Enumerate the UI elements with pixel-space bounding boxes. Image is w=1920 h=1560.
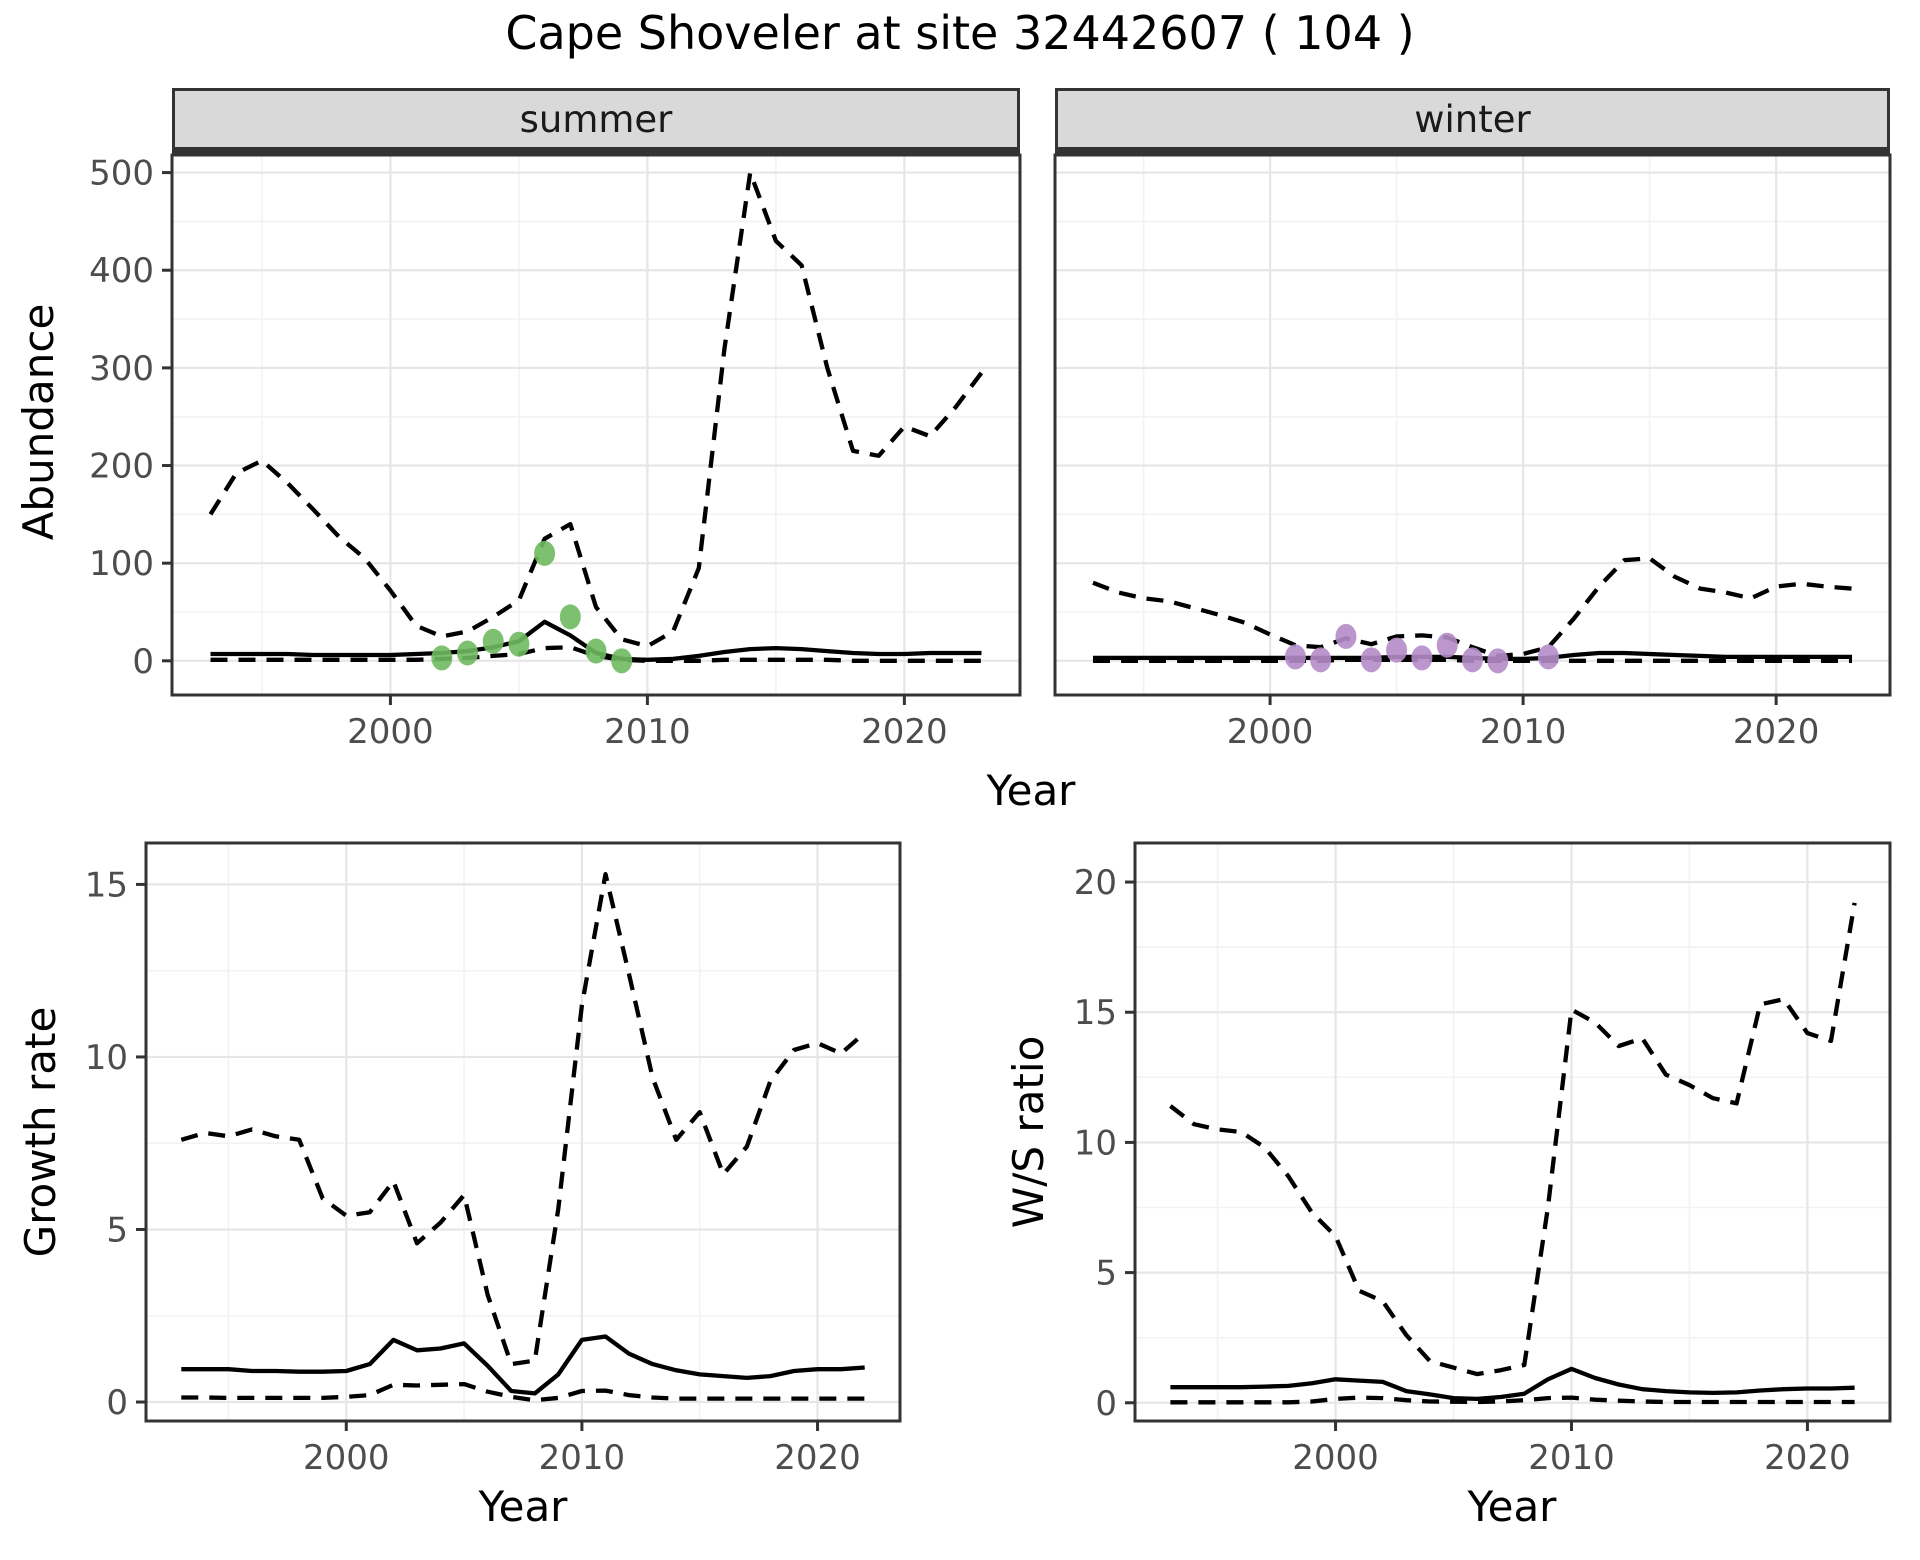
upper-ci-line: [180, 871, 867, 1367]
y-tick-label: 15: [1074, 993, 1117, 1033]
y-tick-label: 0: [106, 1383, 128, 1423]
x-tick-label: 2020: [1733, 712, 1820, 752]
observation-dot: [1386, 637, 1408, 663]
panel-background: [1055, 155, 1890, 695]
observation-dot: [482, 628, 504, 654]
observation-dot: [508, 631, 530, 657]
x-tick-label: 2010: [1480, 712, 1567, 752]
facet-strip-summer-label: summer: [519, 97, 673, 141]
y-tick-label: 100: [89, 544, 154, 584]
observation-dot: [534, 540, 556, 566]
panel-background: [146, 843, 900, 1421]
x-tick-label: 2000: [303, 1438, 390, 1478]
observation-dot: [1284, 644, 1306, 670]
y-tick-label: 15: [85, 865, 128, 905]
y-tick-label: 5: [1095, 1254, 1117, 1294]
y-tick-label: 0: [1095, 1384, 1117, 1424]
panel-border: [144, 841, 902, 1423]
lower-ci-line: [181, 1381, 865, 1403]
y-tick-label: 300: [89, 349, 154, 389]
x-tick-label: 2010: [1528, 1438, 1615, 1478]
y-tick-label: 10: [1074, 1123, 1117, 1163]
x-tick-label: 2020: [1764, 1438, 1851, 1478]
panel-ratio: 2000 2010 2020 0 5 10 15 20: [1074, 841, 1892, 1478]
x-axis-title-year-ratio: Year: [1467, 1481, 1557, 1531]
y-axis-title-abundance: Abundance: [13, 303, 63, 541]
x-tick-label: 2010: [539, 1438, 626, 1478]
upper-ci-line: [208, 170, 984, 649]
panel-background: [172, 155, 1020, 695]
panel-summer: 2000 2010 2020 0 100 200 300 400 500: [89, 153, 1022, 752]
observation-dot: [611, 648, 633, 674]
observation-dot: [1487, 648, 1509, 674]
observation-dot: [1360, 647, 1382, 673]
panel-border: [1133, 841, 1892, 1423]
x-tick-label: 2010: [604, 712, 691, 752]
panel-winter: 2000 2010 2020: [1053, 153, 1892, 752]
y-tick-label: 0: [132, 642, 154, 682]
observation-dot: [457, 640, 479, 666]
median-line: [1170, 1366, 1855, 1402]
x-tick-label: 2000: [347, 712, 434, 752]
y-tick-label: 500: [89, 154, 154, 194]
observation-dot: [1335, 623, 1357, 649]
lower-ci-line: [1170, 1395, 1855, 1405]
lower-ci-line: [210, 645, 982, 663]
y-tick-label: 200: [89, 447, 154, 487]
facet-strip-summer: summer: [172, 88, 1020, 154]
y-axis-title-ws-ratio: W/S ratio: [1003, 1035, 1053, 1229]
observation-dot: [431, 645, 453, 671]
y-axis-title-growth-rate: Growth rate: [15, 1006, 65, 1258]
panel-growth: 2000 2010 2020 0 5 10 15: [85, 841, 902, 1478]
panel-border: [170, 153, 1022, 697]
x-tick-label: 2020: [861, 712, 948, 752]
y-tick-label: 5: [106, 1210, 128, 1250]
panel-border: [1053, 153, 1892, 697]
observation-dot: [1462, 647, 1483, 673]
upper-ci-line: [1092, 556, 1853, 659]
observation-dot: [1436, 632, 1458, 658]
observation-dot: [585, 638, 607, 664]
median-line: [181, 1334, 865, 1396]
facet-strip-winter-label: winter: [1414, 97, 1531, 141]
panel-background: [1135, 843, 1890, 1421]
observation-dot: [1310, 647, 1332, 673]
observation-dot: [1411, 645, 1433, 671]
x-tick-label: 2020: [774, 1438, 861, 1478]
y-tick-label: 400: [89, 251, 154, 291]
observation-dot: [559, 604, 581, 630]
observation-dot: [1537, 644, 1559, 670]
x-axis-title-year-growth: Year: [478, 1481, 568, 1531]
page-title: Cape Shoveler at site 32442607 ( 104 ): [505, 6, 1415, 60]
y-tick-label: 20: [1074, 863, 1117, 903]
x-axis-title-year-top: Year: [986, 765, 1076, 815]
y-tick-label: 10: [85, 1038, 128, 1078]
facet-strip-winter: winter: [1055, 88, 1890, 154]
x-tick-label: 2000: [1227, 712, 1314, 752]
x-tick-label: 2000: [1292, 1438, 1379, 1478]
